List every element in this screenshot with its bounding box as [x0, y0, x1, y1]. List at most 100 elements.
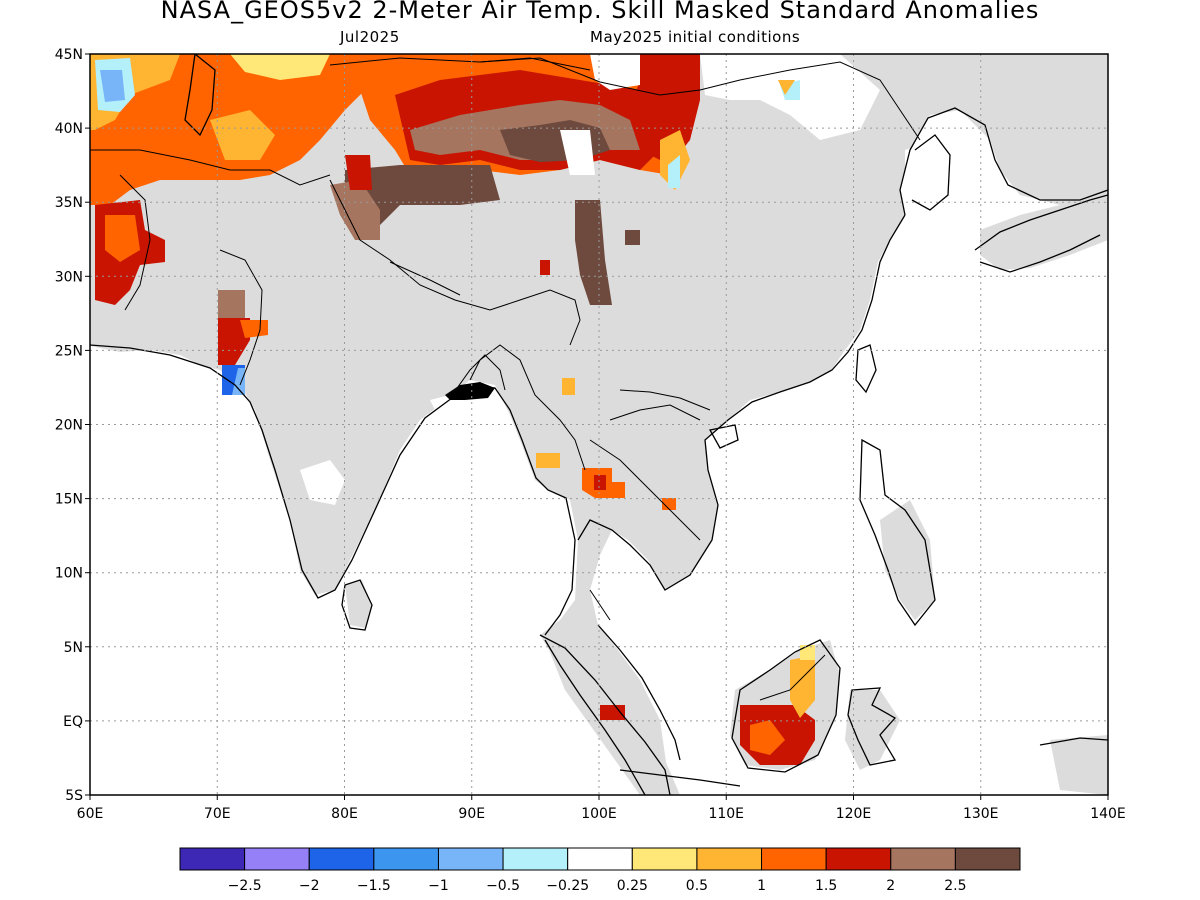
lat-label: 20N [55, 418, 83, 434]
anomaly-orange-mongolia-edge [778, 80, 795, 95]
lat-label: 35N [55, 195, 83, 211]
graticule [90, 54, 1108, 795]
lon-label: 60E [77, 806, 104, 822]
coastline-korea [911, 134, 951, 211]
legend-label: −2.5 [228, 878, 262, 894]
skill-mask-philippines [880, 500, 935, 620]
legend-label: −2 [299, 878, 320, 894]
border-indochina [589, 404, 701, 541]
anomaly-yellow-borneo [800, 645, 815, 660]
anomaly-blue-northwest [100, 70, 125, 102]
coastline-sumatra [539, 634, 671, 795]
lon-label: 140E [1090, 806, 1126, 822]
anomaly-orange-borneo-a [750, 720, 785, 755]
coastline-borneo [731, 639, 841, 773]
coastline-asia-south [90, 344, 681, 761]
border-india-pakistan [219, 249, 263, 386]
latitude-labels: 45N 40N 35N 30N 25N 20N 15N 10N 5N EQ 5S [55, 47, 83, 804]
anomaly-brown-column [575, 200, 612, 305]
anomaly-orange-cambodia [662, 498, 676, 510]
lat-label: 15N [55, 492, 83, 508]
lon-label: 130E [963, 806, 999, 822]
lon-label: 120E [836, 806, 872, 822]
anomaly-orange-yunnan [562, 378, 575, 395]
anomaly-red-pakistan [218, 318, 250, 365]
legend-swatch [696, 847, 763, 871]
anomaly-yellow-patch-b [210, 110, 275, 160]
coastline-taiwan [855, 344, 877, 394]
coastline-caspian [184, 54, 216, 137]
anomaly-lightblue-gujarat [232, 368, 245, 395]
initial-conditions-label: May2025 initial conditions [590, 28, 801, 46]
skill-mask-mainland-asia [90, 54, 1108, 792]
border-thai-malay [589, 589, 611, 621]
legend-swatch [890, 847, 956, 871]
coastline-java [619, 769, 741, 787]
coastline-china-east [899, 107, 1108, 216]
anomaly-brown-pakistan [218, 290, 245, 325]
coastline-japan [974, 194, 1108, 273]
coastline-indochina [577, 214, 906, 591]
coastline-philippines [859, 438, 936, 627]
color-legend: −2.5 −2 −1.5 −1 −0.5 −0.25 0.25 0.5 1 1.5 2 2.5 [179, 847, 1021, 894]
anomaly-lightblue-gansu [668, 155, 680, 188]
border-himalaya [329, 179, 581, 346]
legend-swatch [179, 847, 246, 871]
anomaly-yellow-myanmar [536, 453, 560, 468]
border-bangladesh [449, 354, 506, 399]
lat-label: 40N [55, 121, 83, 137]
lat-label: 45N [55, 47, 83, 63]
legend-swatch [631, 847, 698, 871]
legend-swatch [373, 847, 439, 871]
anomaly-yellow-patch-a [230, 54, 330, 80]
legend-label: 2.5 [944, 878, 966, 894]
lon-label: 100E [581, 806, 617, 822]
legend-swatch [244, 847, 310, 871]
valid-month-label: Jul2025 [340, 28, 400, 46]
ganges-delta-coast [445, 382, 495, 400]
skill-mask-japan [980, 188, 1108, 270]
anomaly-white-bits [590, 54, 640, 90]
anomaly-white-gap-1 [560, 130, 595, 175]
legend-label: 2 [886, 878, 895, 894]
legend-label: 1 [757, 878, 766, 894]
country-borders [90, 57, 921, 701]
lat-label: 10N [55, 566, 83, 582]
coastline-srilanka [341, 579, 373, 631]
border-central-asia [90, 149, 331, 186]
lat-label: 5N [64, 640, 83, 656]
lon-label: 80E [331, 806, 358, 822]
white-patch-korea [905, 140, 950, 205]
legend-label: −1.5 [357, 878, 391, 894]
skill-mask-newguinea [1050, 735, 1108, 795]
axis-ticks [85, 53, 1109, 800]
anomaly-field [90, 54, 1108, 795]
white-patch-india [300, 460, 345, 505]
border-china-viet [619, 389, 711, 411]
border-nepal [389, 261, 461, 296]
legend-label: −1 [428, 878, 449, 894]
lat-label: EQ [63, 714, 83, 730]
legend-swatch [567, 847, 633, 871]
anomaly-brown-tibet [345, 165, 500, 225]
legend-label: −0.25 [546, 878, 589, 894]
anomaly-orange-pakistan [240, 320, 268, 338]
legend-swatch [954, 847, 1021, 871]
border-borneo [759, 654, 826, 701]
legend-label: 1.5 [815, 878, 837, 894]
border-burma [469, 344, 586, 471]
legend-swatch [437, 847, 504, 871]
white-patch-bay [430, 390, 515, 445]
coastline-newguinea [1039, 737, 1108, 746]
legend-label: 0.25 [617, 878, 648, 894]
lon-label: 70E [204, 806, 231, 822]
lon-label: 90E [458, 806, 485, 822]
anomaly-brown-small-a [625, 230, 640, 245]
border-mongolia [479, 57, 591, 71]
border-iran-afghanistan [119, 174, 151, 311]
anomaly-red-thailand [594, 475, 606, 490]
map-title: NASA_GEOS5v2 2-Meter Air Temp. Skill Mas… [160, 0, 1040, 24]
anomaly-red-gansu [630, 54, 700, 165]
anomaly-orange-iran [105, 215, 140, 262]
